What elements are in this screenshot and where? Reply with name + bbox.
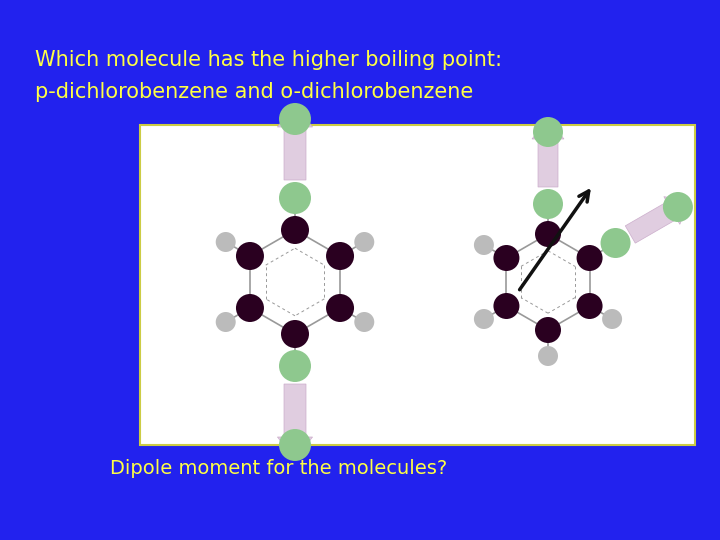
Circle shape <box>354 312 374 332</box>
Circle shape <box>474 235 494 255</box>
Circle shape <box>538 346 558 366</box>
Circle shape <box>533 117 563 147</box>
Circle shape <box>533 189 563 219</box>
Circle shape <box>279 429 311 461</box>
Text: p-dichlorobenzene and o-dichlorobenzene: p-dichlorobenzene and o-dichlorobenzene <box>35 82 473 102</box>
FancyBboxPatch shape <box>140 125 695 445</box>
Circle shape <box>281 216 309 244</box>
FancyArrow shape <box>625 197 689 243</box>
Circle shape <box>279 350 311 382</box>
Circle shape <box>600 228 631 258</box>
FancyArrow shape <box>532 119 564 187</box>
Circle shape <box>493 245 519 271</box>
Circle shape <box>354 232 374 252</box>
Circle shape <box>577 245 603 271</box>
Circle shape <box>535 221 561 247</box>
Circle shape <box>663 192 693 222</box>
Circle shape <box>493 293 519 319</box>
Text: Dipole moment for the molecules?: Dipole moment for the molecules? <box>110 459 447 478</box>
FancyArrow shape <box>277 105 312 180</box>
Circle shape <box>281 320 309 348</box>
Circle shape <box>279 103 311 135</box>
Circle shape <box>326 294 354 322</box>
Circle shape <box>236 294 264 322</box>
Circle shape <box>216 232 235 252</box>
Circle shape <box>216 312 235 332</box>
Circle shape <box>577 293 603 319</box>
Circle shape <box>279 182 311 214</box>
Circle shape <box>474 309 494 329</box>
FancyArrow shape <box>277 384 312 459</box>
Circle shape <box>535 317 561 343</box>
Circle shape <box>602 309 622 329</box>
Circle shape <box>326 242 354 270</box>
Text: Which molecule has the higher boiling point:: Which molecule has the higher boiling po… <box>35 50 502 70</box>
Circle shape <box>236 242 264 270</box>
